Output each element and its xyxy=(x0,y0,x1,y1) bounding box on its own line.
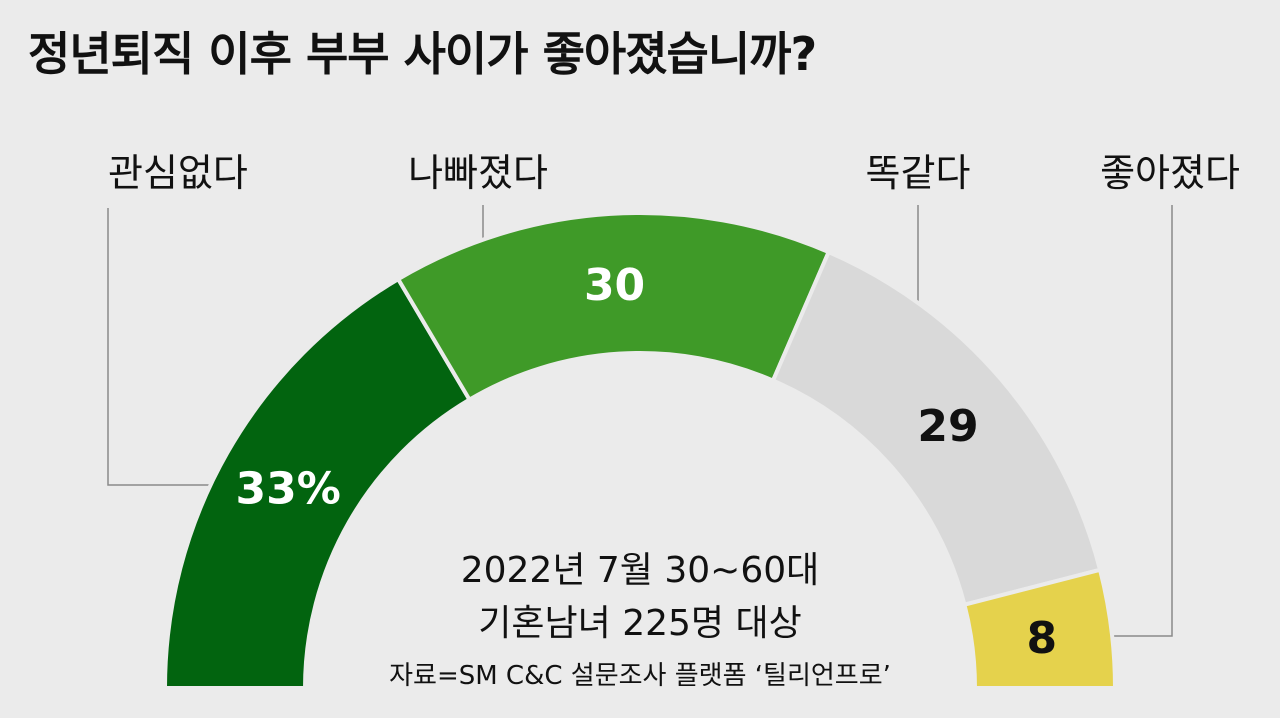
note-line-2: 기혼남녀 225명 대상 xyxy=(478,603,801,644)
leader-line-좋아졌다 xyxy=(1104,205,1173,637)
survey-notes: 2022년 7월 30~60대 기혼남녀 225명 대상 자료=SM C&C 설… xyxy=(389,550,891,691)
chart-title: 정년퇴직 이후 부부 사이가 좋아졌습니까? xyxy=(28,27,817,81)
category-label-좋아졌다: 좋아졌다 xyxy=(1100,151,1240,195)
segment-관심없다 xyxy=(163,277,472,690)
chart-segments xyxy=(163,211,1117,690)
value-label-관심없다: 33% xyxy=(236,463,341,514)
category-labels: 관심없다 나빠졌다 똑같다 좋아졌다 xyxy=(108,151,1240,195)
leader-lines xyxy=(107,205,1173,637)
note-line-1: 2022년 7월 30~60대 xyxy=(461,550,820,591)
category-label-나빠졌다: 나빠졌다 xyxy=(408,151,548,195)
value-label-똑같다: 29 xyxy=(917,401,978,452)
segment-좋아졌다 xyxy=(962,567,1117,690)
category-label-똑같다: 똑같다 xyxy=(866,151,971,195)
source-note: 자료=SM C&C 설문조사 플랫폼 ‘틸리언프로’ xyxy=(389,661,891,691)
value-label-좋아졌다: 8 xyxy=(1026,613,1057,664)
value-label-나빠졌다: 30 xyxy=(584,260,645,311)
leader-line-관심없다 xyxy=(107,208,212,486)
value-labels: 33% 30 29 8 xyxy=(236,260,1058,664)
category-label-관심없다: 관심없다 xyxy=(108,151,248,195)
